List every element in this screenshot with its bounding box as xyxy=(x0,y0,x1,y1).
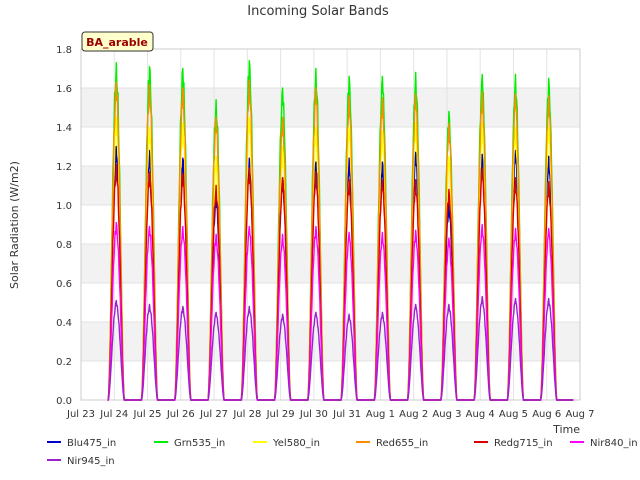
y-tick-label: 1.8 xyxy=(56,45,72,56)
site-badge: BA_arable xyxy=(81,31,154,52)
x-tick-label: Aug 3 xyxy=(432,409,461,420)
y-tick-label: 1.2 xyxy=(56,162,72,173)
site-badge-box xyxy=(81,31,154,52)
y-tick-label: 0.4 xyxy=(56,318,72,329)
legend-label-Red655_in: Red655_in xyxy=(376,438,428,449)
x-tick-label: Jul 25 xyxy=(133,409,162,420)
grid-bands xyxy=(81,88,580,361)
x-tick-label: Jul 29 xyxy=(266,409,295,420)
series-lines xyxy=(107,60,574,401)
y-tick-label: 0.8 xyxy=(56,240,72,251)
chart-title: Incoming Solar Bands xyxy=(247,4,389,19)
site-badge-label: BA_arable xyxy=(86,36,148,49)
x-tick-label: Aug 4 xyxy=(466,409,495,420)
x-tick-label: Aug 5 xyxy=(499,409,528,420)
legend-label-Redg715_in: Redg715_in xyxy=(494,438,553,449)
x-tick-label: Aug 7 xyxy=(565,409,594,420)
y-tick-label: 0.0 xyxy=(56,396,72,407)
legend-label-Yel580_in: Yel580_in xyxy=(272,438,320,449)
grid-band xyxy=(81,244,580,283)
legend-label-Nir945_in: Nir945_in xyxy=(67,456,115,467)
x-tick-labels: Jul 23 Jul 24 Jul 25 Jul 26 Jul 27 Jul 28 Jul … xyxy=(66,409,595,420)
x-tick-label: Jul 26 xyxy=(166,409,195,420)
x-tick-label: Aug 1 xyxy=(366,409,395,420)
grid-band xyxy=(81,166,580,205)
y-tick-label: 1.0 xyxy=(56,201,72,212)
grid-band xyxy=(81,322,580,361)
x-tick-label: Jul 28 xyxy=(232,409,261,420)
x-tick-label: Jul 31 xyxy=(332,409,361,420)
x-tick-label: Aug 2 xyxy=(399,409,428,420)
legend-label-Nir840_in: Nir840_in xyxy=(590,438,638,449)
x-tick-label: Jul 30 xyxy=(299,409,328,420)
y-axis-label: Solar Radiation (W/m2) xyxy=(8,161,21,289)
grid-band xyxy=(81,88,580,127)
y-tick-label: 1.4 xyxy=(56,123,72,134)
x-tick-label: Jul 27 xyxy=(199,409,228,420)
y-tick-label: 0.2 xyxy=(56,357,72,368)
y-tick-label: 0.6 xyxy=(56,279,72,290)
x-tick-label: Aug 6 xyxy=(532,409,561,420)
series-line-Nir945_in xyxy=(107,295,574,401)
legend: Blu475_in Grn535_in Yel580_in Red655_in Redg… xyxy=(47,438,638,467)
legend-label-Blu475_in: Blu475_in xyxy=(67,438,116,449)
y-tick-label: 1.6 xyxy=(56,84,72,95)
x-axis-label: Time xyxy=(552,423,580,436)
x-tick-label: Jul 23 xyxy=(66,409,95,420)
x-tick-label: Jul 24 xyxy=(99,409,128,420)
y-tick-labels: 0.0 0.2 0.4 0.6 0.8 1.0 1.2 1.4 1.6 1.8 xyxy=(56,45,72,407)
legend-label-Grn535_in: Grn535_in xyxy=(174,438,225,449)
